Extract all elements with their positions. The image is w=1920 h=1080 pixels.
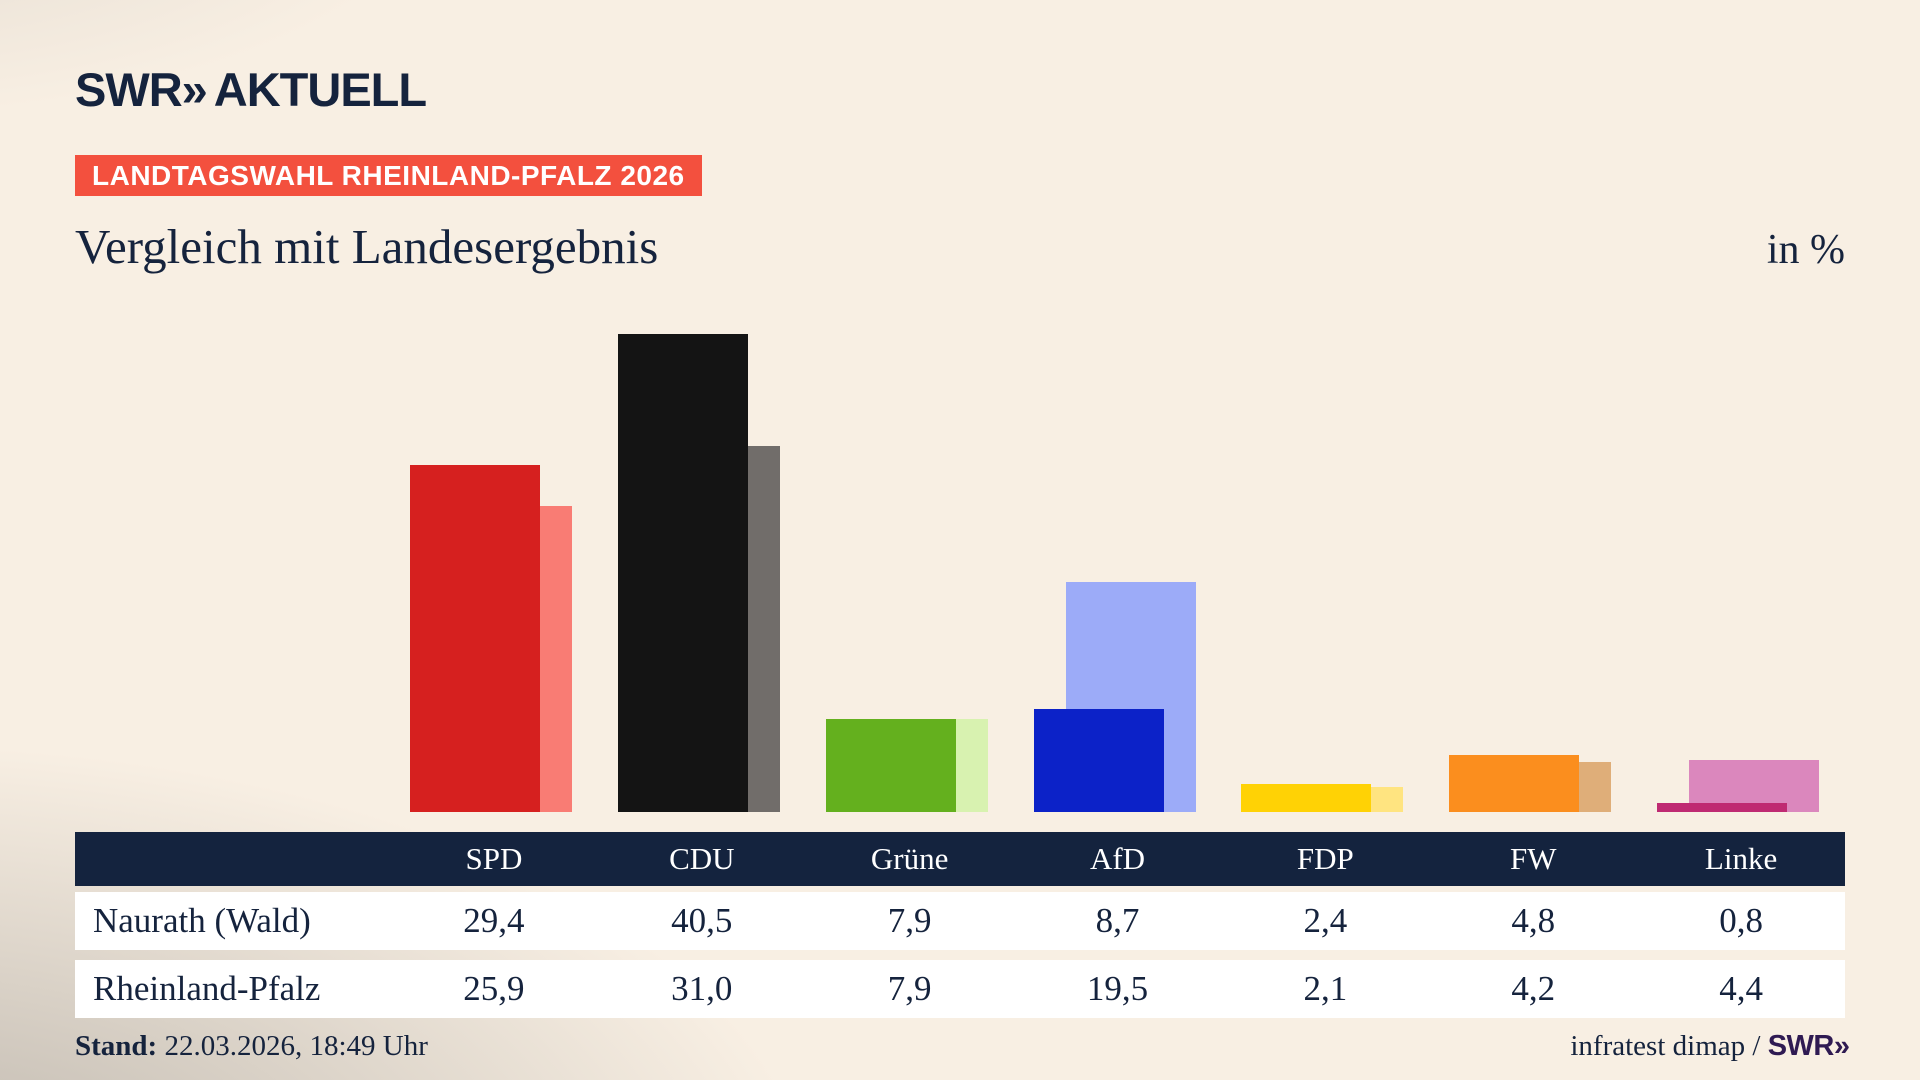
column-header-spd: SPD <box>465 841 523 876</box>
bar-afd-naurath <box>1033 709 1164 812</box>
column-header-cdu: CDU <box>669 841 735 876</box>
value-cell: 7,9 <box>887 969 932 1008</box>
unit-label: in % <box>1766 227 1845 273</box>
table-header-row: SPD CDU Grüne AfD FDP FW Linke <box>75 832 1845 886</box>
table-row: Rheinland-Pfalz 25,9 31,0 7,9 19,5 2,1 4,2 4,4 <box>75 960 1845 1018</box>
value-cell: 4,2 <box>1511 969 1556 1008</box>
value-cell: 4,4 <box>1719 969 1763 1008</box>
logo-swr-text: SWR <box>75 63 183 116</box>
value-cell: 0,8 <box>1719 901 1763 940</box>
bar-cdu-naurath <box>617 334 748 812</box>
footer: Stand: 22.03.2026, 18:49 Uhr infratest d… <box>75 1030 1850 1063</box>
value-cell: 19,5 <box>1086 969 1149 1008</box>
value-cell: 4,8 <box>1511 901 1556 940</box>
row-label: Naurath (Wald) <box>93 901 311 940</box>
stand-label: Stand: <box>75 1030 158 1062</box>
chart-title: Vergleich mit Landesergebnis <box>75 219 659 274</box>
column-header-fw: FW <box>1509 841 1557 876</box>
value-cell: 40,5 <box>671 901 733 940</box>
row-label: Rheinland-Pfalz <box>93 969 321 1008</box>
source-text: infratest dimap / <box>1570 1030 1768 1062</box>
stand-value: 22.03.2026, 18:49 Uhr <box>157 1030 428 1062</box>
grouped-bar-chart <box>0 292 1920 812</box>
bar-grne-naurath <box>825 719 956 812</box>
logo-aktuell-text: AKTUELL <box>213 63 427 116</box>
value-cell: 29,4 <box>463 901 525 940</box>
bar-linke-naurath <box>1657 803 1788 812</box>
title-row: Vergleich mit Landesergebnis in % <box>75 218 1845 275</box>
swr-aktuell-logo: SWR» AKTUELL <box>75 62 427 117</box>
column-header-linke: Linke <box>1704 841 1778 876</box>
value-cell: 2,4 <box>1303 901 1348 940</box>
swr-brand-logo: SWR» <box>1767 1030 1850 1062</box>
value-cell: 8,7 <box>1095 901 1140 940</box>
table-row: Naurath (Wald) 29,4 40,5 7,9 8,7 2,4 4,8 0,8 <box>75 892 1845 950</box>
source-credit: infratest dimap / SWR» <box>1570 1030 1850 1063</box>
value-cell: 7,9 <box>887 901 932 940</box>
election-badge: LANDTAGSWAHL RHEINLAND-PFALZ 2026 <box>75 155 702 196</box>
column-header-grne: Grüne <box>870 841 949 876</box>
value-cell: 25,9 <box>463 969 525 1008</box>
double-chevron-icon: » <box>181 63 208 116</box>
bar-fw-naurath <box>1449 755 1580 812</box>
value-cell: 2,1 <box>1303 969 1348 1008</box>
timestamp: Stand: 22.03.2026, 18:49 Uhr <box>75 1030 428 1063</box>
bar-spd-naurath <box>410 465 540 812</box>
column-header-fdp: FDP <box>1296 841 1354 876</box>
double-chevron-icon: » <box>1833 1030 1850 1062</box>
column-header-afd: AfD <box>1089 841 1146 876</box>
value-cell: 31,0 <box>671 969 733 1008</box>
brand-swr-text: SWR <box>1767 1030 1835 1062</box>
bar-fdp-naurath <box>1241 784 1372 812</box>
